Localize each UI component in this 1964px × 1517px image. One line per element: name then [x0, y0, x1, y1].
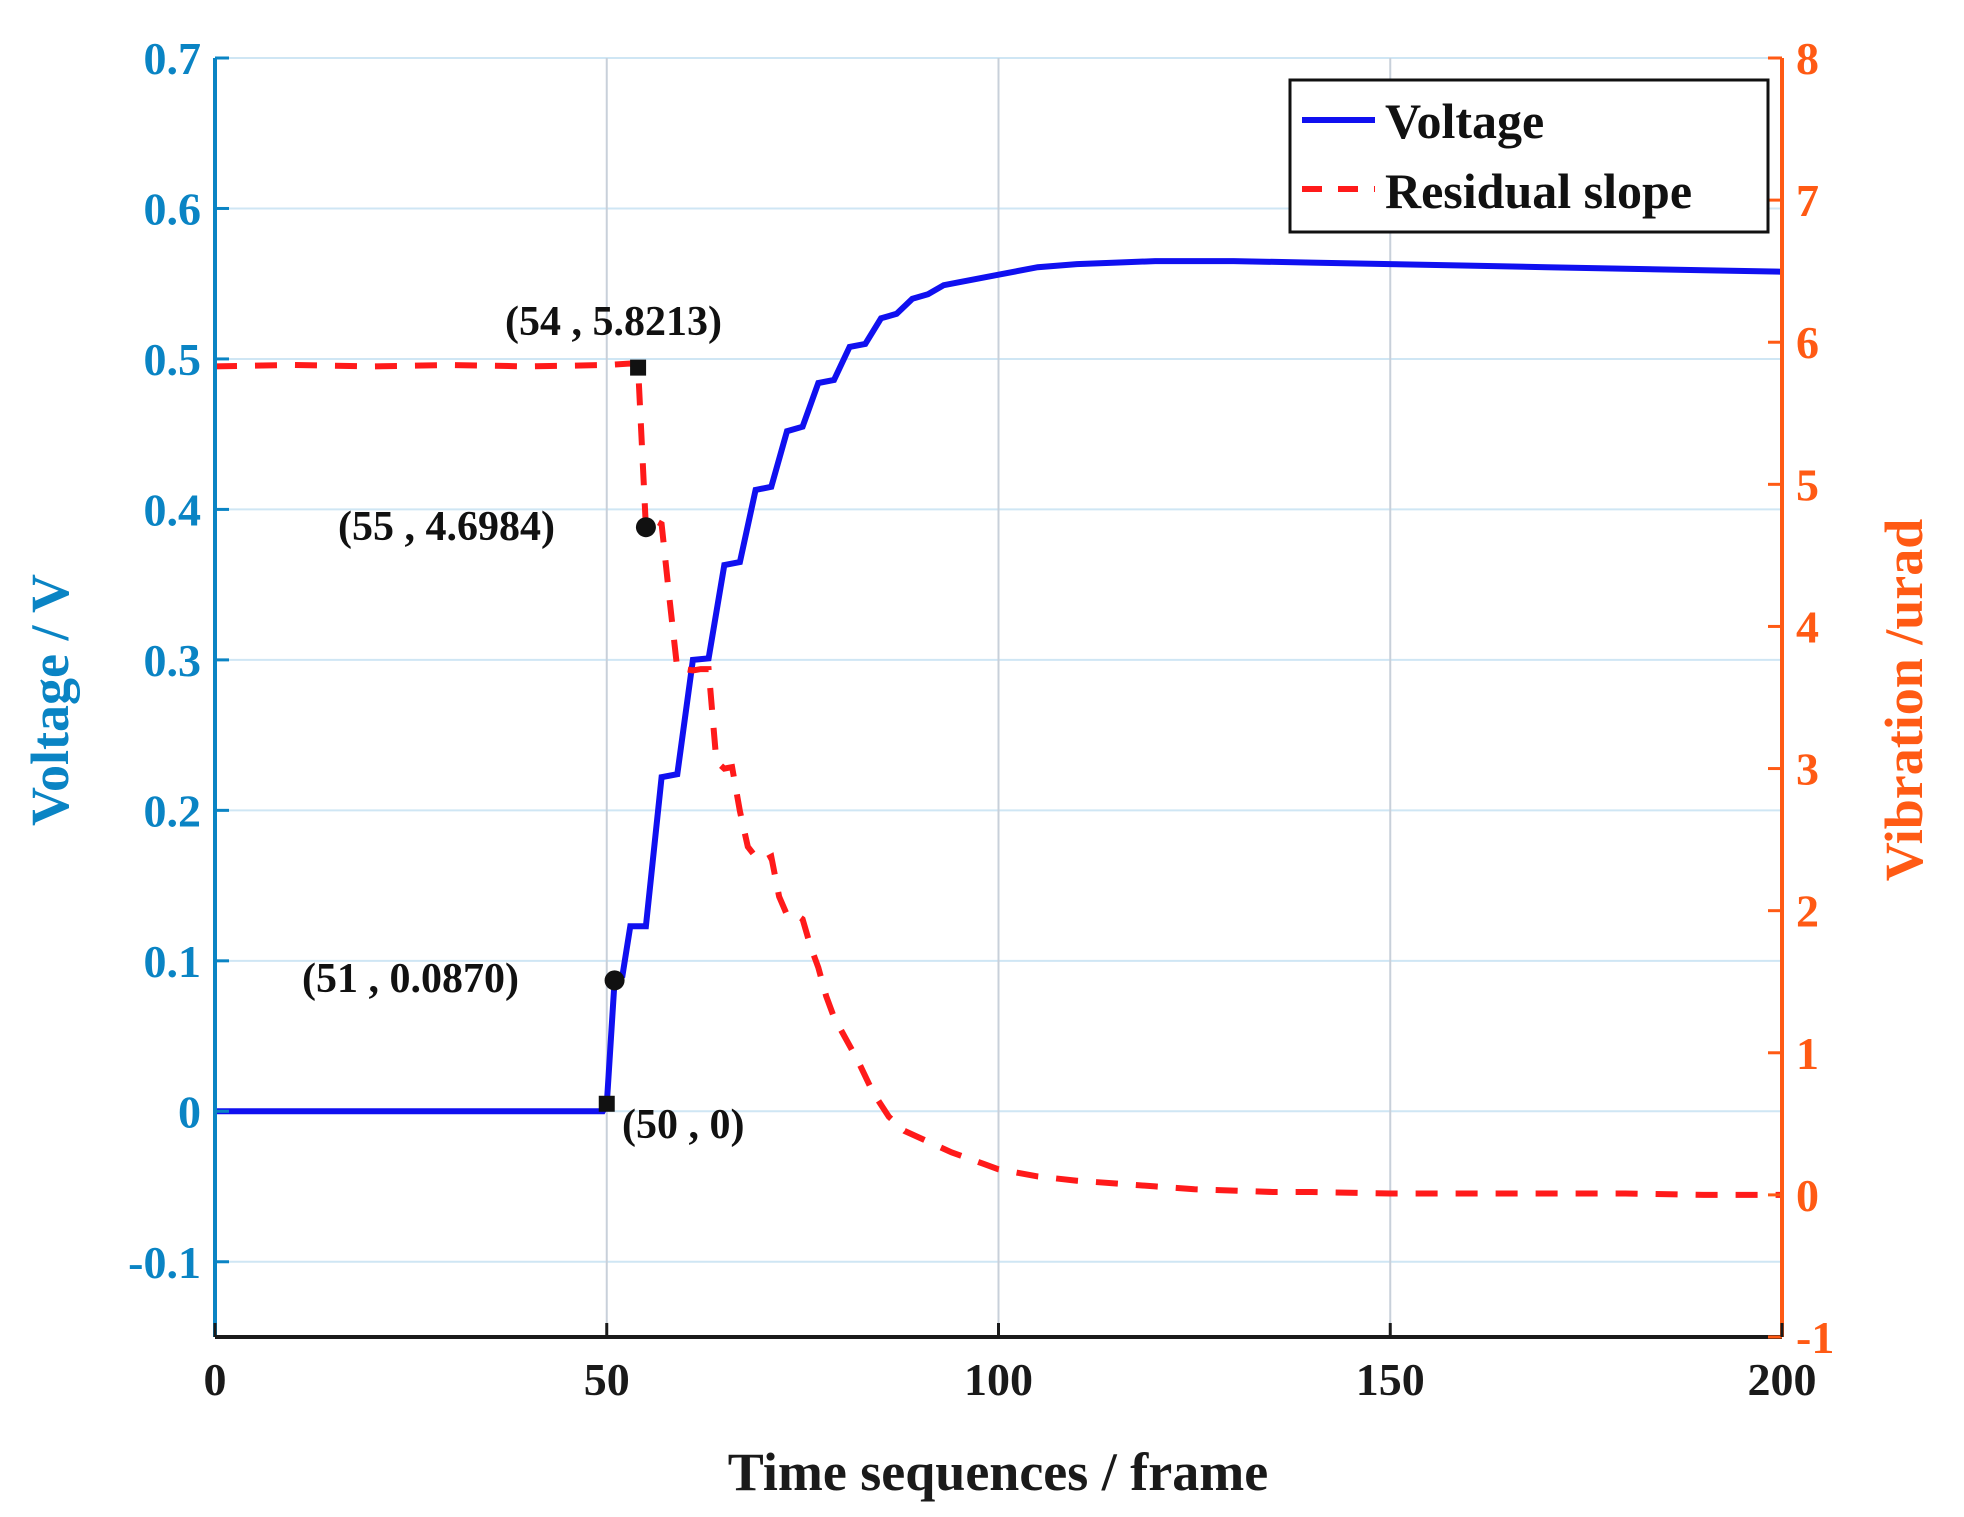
- y-right-tick-label: 6: [1796, 317, 1819, 368]
- y-right-tick-label: 0: [1796, 1170, 1819, 1221]
- y-left-tick-label: 0.3: [144, 635, 202, 686]
- annotation-circle-marker: [635, 517, 656, 538]
- legend-residual-label: Residual slope: [1385, 163, 1692, 219]
- x-tick-label: 150: [1356, 1354, 1425, 1405]
- x-axis-title: Time sequences / frame: [728, 1442, 1268, 1502]
- y-left-tick-label: -0.1: [128, 1237, 201, 1288]
- y-right-tick-label: 5: [1796, 459, 1819, 510]
- y-right-tick-label: 3: [1796, 744, 1819, 795]
- y-right-tick-label: 8: [1796, 33, 1819, 84]
- y-left-axis-title: Voltage / V: [20, 574, 80, 826]
- y-right-tick-label: 7: [1796, 175, 1819, 226]
- annotation-square-marker: [630, 359, 647, 376]
- annotation-markers: [598, 359, 656, 1112]
- legend: Voltage Residual slope: [1288, 78, 1770, 234]
- legend-voltage-label: Voltage: [1385, 93, 1544, 149]
- y-left-tick-label: 0.6: [144, 183, 202, 234]
- axes-layer: [213, 56, 1784, 1339]
- legend-box: [1288, 78, 1770, 234]
- x-tick-label: 100: [964, 1354, 1033, 1405]
- annotation-label-54-58213: (54 , 5.8213): [505, 299, 722, 345]
- series-layer: [214, 258, 1783, 1198]
- y-left-tick-label: 0.1: [144, 936, 202, 987]
- annotation-circle-marker: [604, 970, 625, 991]
- y-left-tick-label: 0.7: [144, 33, 202, 84]
- y-right-tick-label: 2: [1796, 886, 1819, 937]
- y-left-tick-label: 0.2: [144, 785, 202, 836]
- y-left-tick-label: 0: [178, 1086, 201, 1137]
- annotation-label-55-46984: (55 , 4.6984): [338, 504, 555, 550]
- x-tick-label: 0: [204, 1354, 227, 1405]
- x-tick-label: 50: [584, 1354, 630, 1405]
- tick-labels: -0.1 0 0.1 0.2 0.3 0.4 0.5 0.6 0.7 -1 0 1 2 3 4 5 6 7 8 0 50…: [128, 33, 1834, 1405]
- y-right-tick-label: 1: [1796, 1028, 1819, 1079]
- y-right-axis-title: Vibration /urad: [1874, 519, 1934, 882]
- annotation-square-marker: [598, 1095, 615, 1112]
- series-voltage-line: [215, 258, 1783, 1115]
- y-right-tick-label: -1: [1796, 1312, 1834, 1363]
- y-left-tick-label: 0.5: [144, 334, 202, 385]
- grid-lines: [215, 57, 1782, 1337]
- annotation-label-51-0087: (51 , 0.0870): [302, 956, 519, 1002]
- series-residual-slope-line: [214, 360, 1782, 1198]
- y-left-tick-label: 0.4: [144, 484, 202, 535]
- x-tick-label: 200: [1748, 1354, 1817, 1405]
- annotation-label-50-0: (50 , 0): [622, 1102, 744, 1148]
- y-right-tick-label: 4: [1796, 601, 1819, 652]
